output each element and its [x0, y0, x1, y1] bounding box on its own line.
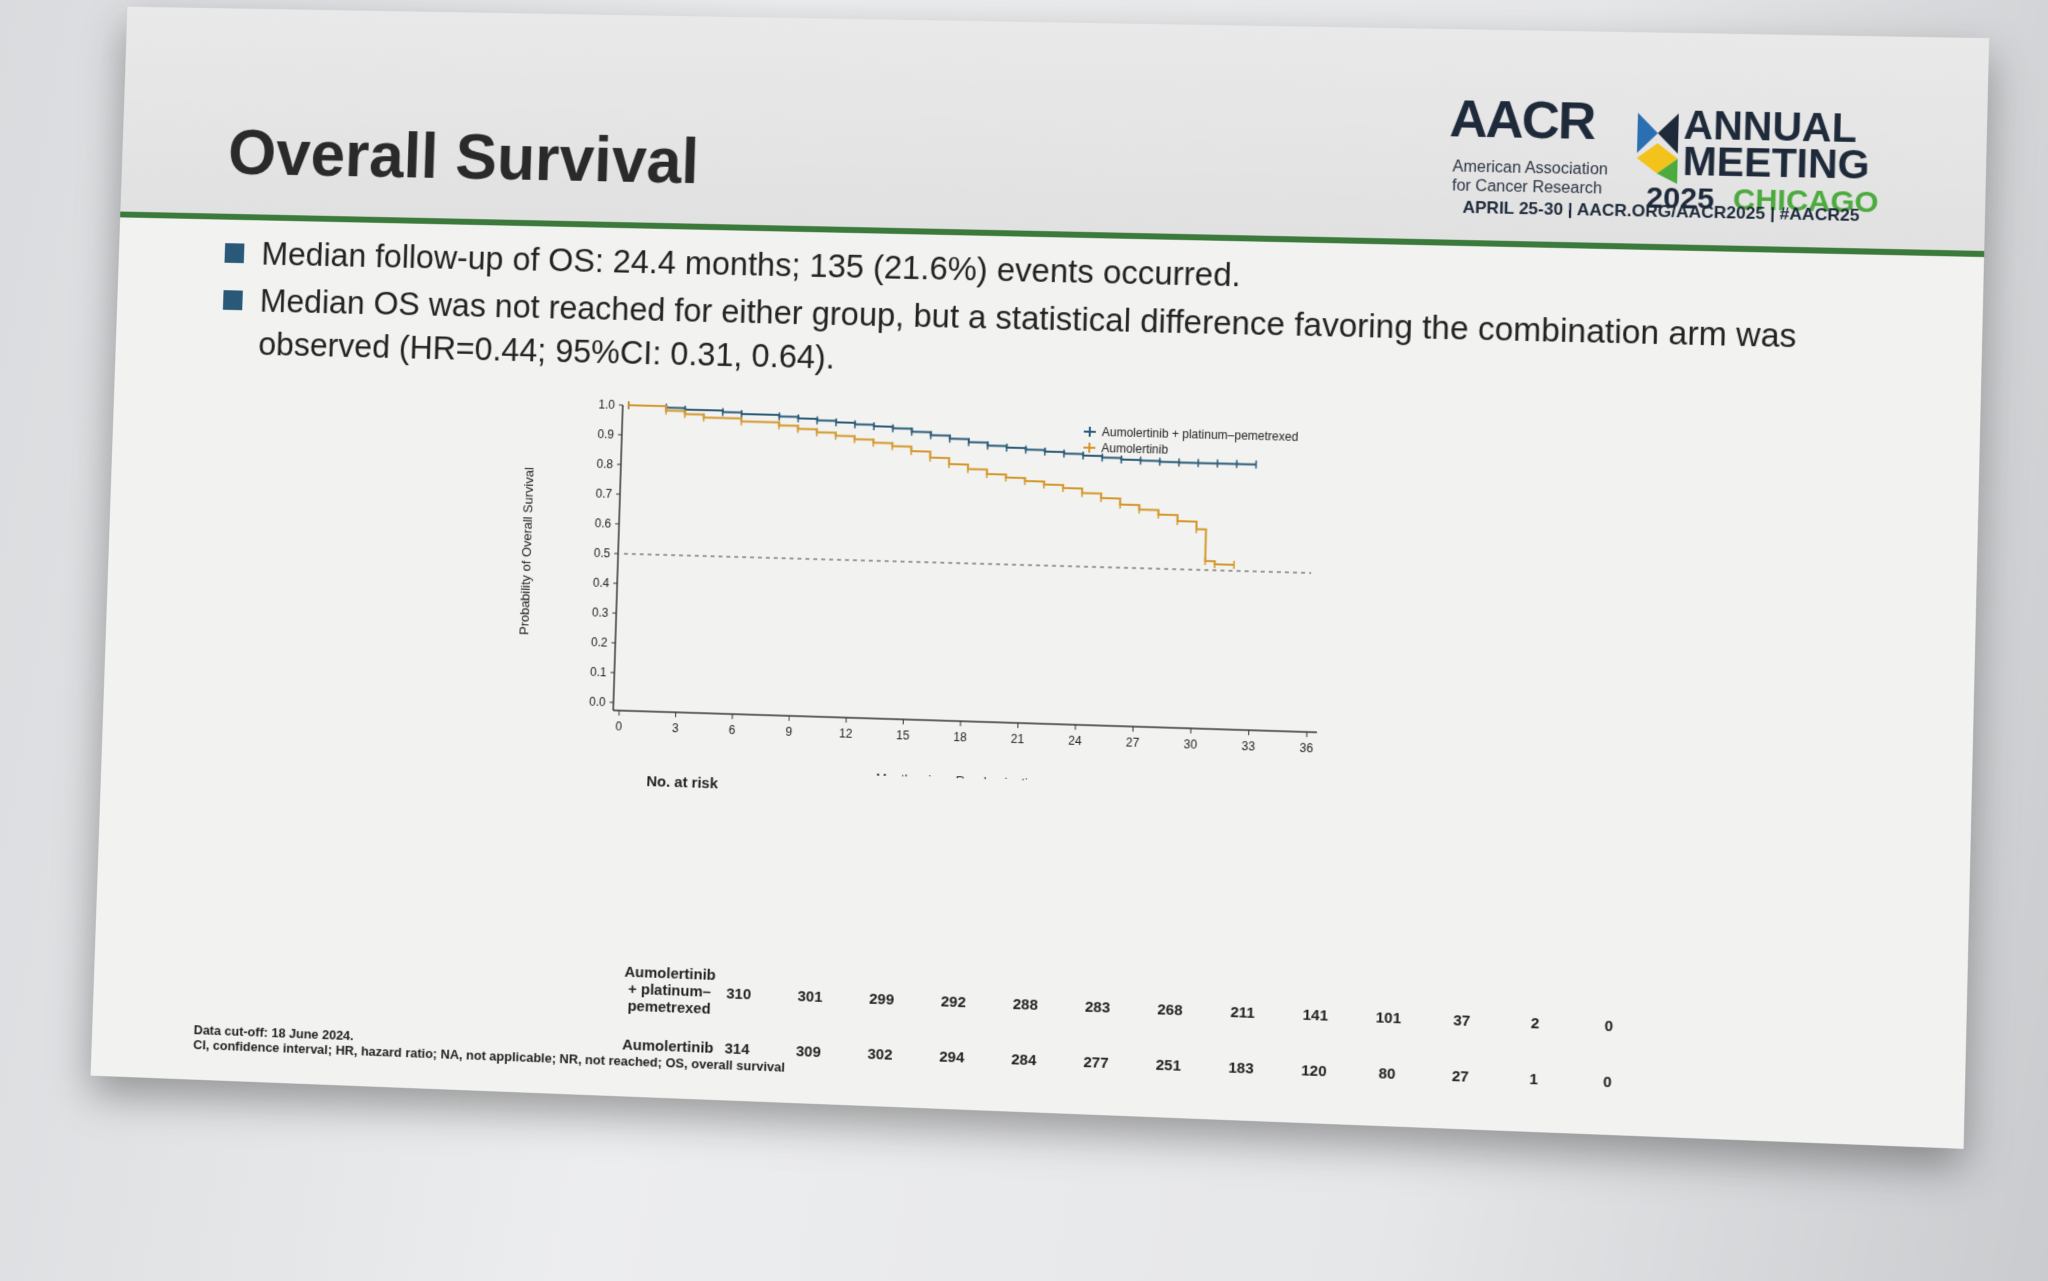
risk-table-cell: 0 — [1602, 1073, 1612, 1092]
y-axis-line — [613, 405, 623, 710]
risk-table-cell: 301 — [797, 988, 823, 1006]
slide-title: Overall Survival — [227, 116, 701, 198]
x-tick-label: 12 — [839, 726, 853, 741]
bullet-square-icon — [224, 243, 245, 264]
x-axis-label: Months since Randomization — [876, 770, 1043, 791]
risk-table-cell: 37 — [1452, 1012, 1471, 1030]
y-axis-label: Probability of Overall Survival — [516, 467, 536, 635]
legend-label: Aumolertinib — [1101, 441, 1169, 457]
risk-table-cell: 120 — [1300, 1062, 1327, 1081]
y-tick-label: 0.7 — [596, 486, 613, 500]
x-tick-label: 30 — [1184, 737, 1198, 752]
risk-table-cell: 141 — [1302, 1006, 1329, 1025]
risk-table-cell: 294 — [939, 1048, 965, 1067]
risk-table-cell: 288 — [1012, 995, 1039, 1014]
x-tick-label: 0 — [615, 719, 622, 733]
aacr-org-name: American Association for Cancer Research — [1452, 157, 1646, 199]
meeting-text: MEETING — [1682, 139, 1871, 188]
median-reference-line — [624, 554, 1311, 573]
x-tick-label: 27 — [1126, 735, 1140, 750]
x-tick-label: 24 — [1068, 733, 1082, 748]
y-tick-label: 1.0 — [598, 397, 615, 411]
risk-table-cell: 251 — [1155, 1056, 1182, 1075]
x-axis-line — [613, 710, 1317, 732]
risk-table-cell: 284 — [1010, 1051, 1037, 1070]
y-tick-label: 0.9 — [597, 427, 614, 441]
risk-table-cell: 101 — [1375, 1009, 1402, 1028]
y-tick-label: 0.5 — [594, 546, 611, 561]
slide: Overall Survival AACR American Associati… — [90, 6, 1990, 1149]
y-tick-label: 0.2 — [591, 635, 608, 650]
risk-table-title: No. at risk — [646, 773, 719, 793]
x-tick-label: 21 — [1011, 732, 1025, 747]
x-tick-label: 6 — [728, 723, 735, 737]
risk-table-cell: 268 — [1157, 1001, 1183, 1020]
y-tick-label: 0.3 — [592, 605, 609, 620]
risk-table-cell: 27 — [1451, 1067, 1469, 1086]
y-tick-label: 0.0 — [589, 695, 606, 710]
legend-label: Aumolertinib + platinum–pemetrexed — [1102, 425, 1299, 444]
risk-row-label: Aumolertinib + platinum– pemetrexed — [610, 963, 730, 1018]
risk-table-cell: 283 — [1084, 998, 1111, 1017]
risk-table-cell: 310 — [726, 985, 752, 1004]
footnotes: Data cut-off: 18 June 2024. CI, confiden… — [193, 1022, 786, 1074]
aacr-wordmark: AACR — [1448, 90, 1595, 152]
risk-table-cell: 211 — [1230, 1003, 1256, 1022]
y-tick-label: 0.8 — [597, 457, 614, 471]
y-tick-label: 0.6 — [595, 516, 612, 530]
x-tick-label: 3 — [672, 721, 679, 735]
x-tick-label: 9 — [785, 725, 792, 739]
risk-table-cell: 183 — [1228, 1059, 1254, 1078]
meeting-flag-icon — [1636, 112, 1679, 184]
y-tick-label: 0.4 — [593, 576, 610, 591]
x-tick-label: 15 — [896, 728, 910, 743]
x-tick-label: 36 — [1299, 741, 1313, 756]
risk-table-cell: 0 — [1604, 1017, 1614, 1036]
risk-table-cell: 80 — [1378, 1065, 1396, 1083]
risk-table-cell: 292 — [940, 993, 967, 1012]
aacr-logo: AACR American Association for Cancer Res… — [1447, 89, 1921, 239]
x-tick-label: 18 — [953, 730, 967, 745]
km-chart: 0.00.10.20.30.40.50.60.70.80.91.00 3 6 9 12 1… — [516, 397, 1376, 791]
risk-table-cell: 1 — [1529, 1070, 1539, 1089]
risk-table-cell: 309 — [795, 1043, 822, 1062]
risk-row-label-line: pemetrexed — [627, 997, 711, 1018]
org-line-2: for Cancer Research — [1451, 177, 1603, 198]
risk-table-cell: 277 — [1083, 1053, 1109, 1073]
y-tick-label: 0.1 — [590, 665, 607, 680]
risk-table-cell: 302 — [867, 1045, 893, 1064]
risk-table-cell: 2 — [1530, 1014, 1540, 1033]
x-tick-label: 33 — [1241, 739, 1255, 754]
risk-table-cell: 299 — [868, 990, 895, 1009]
bullet-square-icon — [222, 290, 243, 311]
